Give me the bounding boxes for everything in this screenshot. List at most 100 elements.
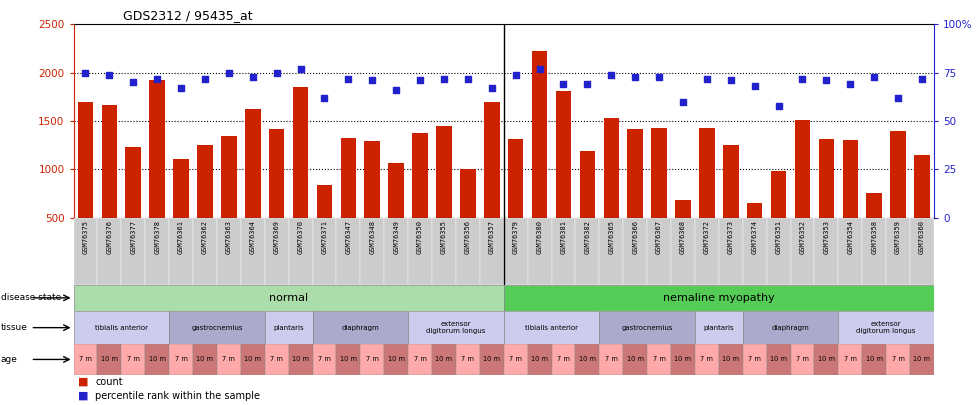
Point [699,75,714,82]
Point [890,95,906,101]
Bar [575,344,600,375]
Text: 10 m: 10 m [196,356,214,362]
Point [413,77,428,84]
Text: GSM76368: GSM76368 [680,220,686,254]
Text: GSM76381: GSM76381 [561,220,566,254]
Bar [245,109,261,266]
Bar [408,218,432,285]
Text: 7 m: 7 m [462,356,474,362]
Point [77,70,93,76]
Text: ■: ■ [78,391,92,401]
Point [340,75,356,82]
Text: extensor
digitorum longus: extensor digitorum longus [857,321,916,334]
Bar [460,169,475,266]
Bar [627,129,643,266]
Bar [336,218,361,285]
Point [866,73,882,80]
Text: 10 m: 10 m [340,356,357,362]
Bar [504,218,527,285]
Text: GSM76364: GSM76364 [250,220,256,254]
Bar [795,120,810,266]
Text: GSM76372: GSM76372 [704,220,710,254]
Text: 10 m: 10 m [292,356,309,362]
Point [484,85,500,92]
Bar [432,344,456,375]
Bar [771,171,786,266]
Text: 7 m: 7 m [366,356,378,362]
Point [388,87,404,94]
Bar [265,311,313,344]
Point [532,66,548,72]
Bar [862,344,886,375]
Bar [480,218,504,285]
Bar [241,344,265,375]
Bar [384,218,408,285]
Text: 10 m: 10 m [674,356,692,362]
Bar [552,344,575,375]
Point [795,75,810,82]
Bar [838,311,934,344]
Bar [269,129,284,266]
Text: 7 m: 7 m [749,356,761,362]
Text: GSM76373: GSM76373 [728,220,734,254]
Bar [843,141,858,266]
Bar [818,139,834,266]
Text: GSM76350: GSM76350 [417,220,423,254]
Bar [484,102,500,266]
Bar [221,136,236,266]
Text: GSM76358: GSM76358 [871,220,877,254]
Text: 7 m: 7 m [653,356,665,362]
Bar [456,218,480,285]
Text: tibialis anterior: tibialis anterior [525,325,578,330]
Text: GSM76356: GSM76356 [465,220,470,254]
Text: 7 m: 7 m [414,356,426,362]
Bar [699,128,714,266]
Bar [747,203,762,266]
Text: 10 m: 10 m [626,356,644,362]
Bar [217,344,241,375]
Bar [388,163,404,266]
Bar [97,218,122,285]
Bar [552,218,575,285]
Point [197,75,213,82]
Text: GSM76347: GSM76347 [345,220,352,254]
Bar [74,285,504,311]
Bar [862,218,886,285]
Point [102,71,118,78]
Bar [695,218,718,285]
Bar [408,344,432,375]
Bar [288,218,313,285]
Text: GSM76379: GSM76379 [513,220,518,254]
Text: percentile rank within the sample: percentile rank within the sample [95,391,260,401]
Bar [193,218,217,285]
Bar [910,344,934,375]
Text: GSM76380: GSM76380 [537,220,543,254]
Bar [74,218,97,285]
Bar [341,138,356,266]
Text: GSM76376: GSM76376 [107,220,113,254]
Bar [313,344,336,375]
Text: 10 m: 10 m [818,356,835,362]
Point [652,73,667,80]
Text: GSM76361: GSM76361 [178,220,184,254]
Bar [508,139,523,266]
Bar [193,344,217,375]
Text: GSM76382: GSM76382 [584,220,590,254]
Bar [910,218,934,285]
Bar [145,344,170,375]
Text: 7 m: 7 m [844,356,857,362]
Text: GSM76354: GSM76354 [848,220,854,254]
Text: 10 m: 10 m [722,356,739,362]
Text: 7 m: 7 m [318,356,331,362]
Bar [914,155,930,266]
Text: age: age [1,355,18,364]
Bar [504,285,934,311]
Text: normal: normal [270,293,308,303]
Text: 10 m: 10 m [531,356,548,362]
Bar [604,118,619,266]
Bar [170,218,193,285]
Text: GSM76355: GSM76355 [441,220,447,254]
Point [149,75,165,82]
Text: GSM76348: GSM76348 [369,220,375,254]
Bar [480,344,504,375]
